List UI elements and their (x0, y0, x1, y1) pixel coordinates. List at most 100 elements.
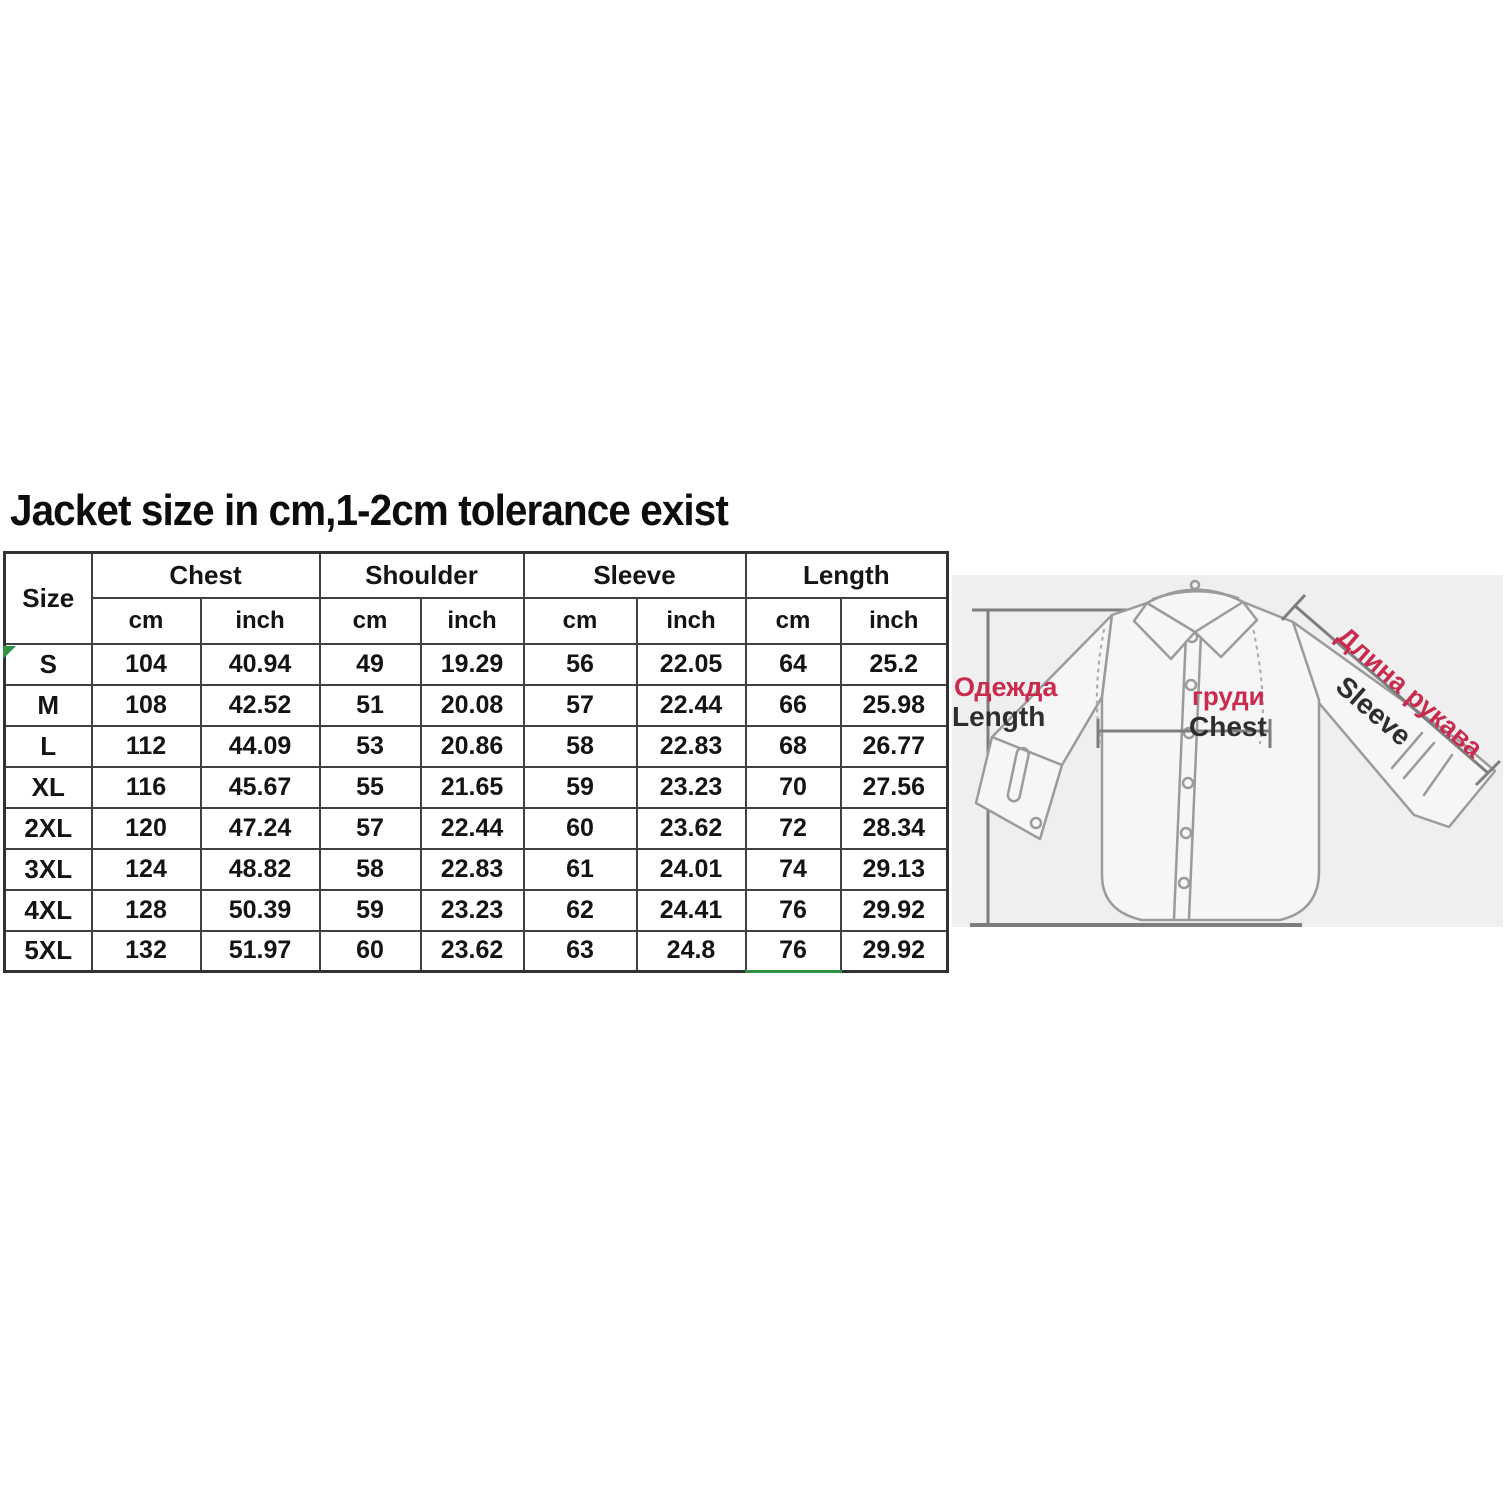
chest-label-en: Chest (1189, 711, 1267, 742)
value-cell: 74 (744, 847, 842, 891)
value-cell: 132 (90, 929, 202, 973)
size-cell: 3XL (3, 847, 93, 891)
table-row: 2XL 120 47.24 57 22.44 60 23.62 72 28.34 (3, 806, 949, 850)
right-cuff-seam-inner (1402, 741, 1436, 780)
value-cell: 48.82 (199, 847, 321, 891)
value-cell: 26.77 (839, 724, 949, 768)
value-cell: 19.29 (419, 642, 525, 686)
value-cell: 44.09 (199, 724, 321, 768)
size-cell: L (3, 724, 93, 768)
shirt-button (1179, 826, 1193, 840)
value-cell: 22.44 (635, 683, 747, 727)
value-cell: 61 (522, 847, 638, 891)
unit-header: cm (90, 596, 202, 645)
size-table: Size Chest Shoulder Sleeve Length cm inch cm i… (3, 551, 950, 973)
value-cell: 23.62 (635, 806, 747, 850)
value-cell: 68 (744, 724, 842, 768)
value-cell: 24.01 (635, 847, 747, 891)
size-cell: 5XL (3, 929, 93, 973)
value-cell: 58 (318, 847, 422, 891)
sleeve-measure-line (1280, 593, 1502, 787)
value-cell: 70 (744, 765, 842, 809)
value-cell: 50.39 (199, 888, 321, 932)
value-cell: 22.05 (635, 642, 747, 686)
value-cell: 66 (744, 683, 842, 727)
header-row-units: cm inch cm inch cm inch cm inch (5, 596, 949, 645)
value-cell: 108 (90, 683, 202, 727)
value-cell: 40.94 (199, 642, 321, 686)
right-cuff-detail (1422, 753, 1454, 797)
value-cell: 53 (318, 724, 422, 768)
value-cell: 29.92 (839, 888, 949, 932)
value-cell: 72 (744, 806, 842, 850)
shirt-button (1177, 876, 1191, 890)
unit-header: inch (419, 596, 525, 645)
value-cell: 76 (744, 929, 842, 973)
excel-error-marker (3, 646, 16, 659)
value-cell: 22.83 (419, 847, 525, 891)
shirt-button (1182, 726, 1196, 740)
value-cell: 124 (90, 847, 202, 891)
value-cell: 58 (522, 724, 638, 768)
table-row: L 112 44.09 53 20.86 58 22.83 68 26.77 (3, 724, 949, 768)
left-cuff-button (1029, 816, 1043, 830)
header-row-groups: Size Chest Shoulder Sleeve Length (3, 551, 949, 645)
value-cell: 112 (90, 724, 202, 768)
value-cell: 60 (522, 806, 638, 850)
value-cell: 29.92 (839, 929, 949, 973)
table-row: 4XL 128 50.39 59 23.23 62 24.41 76 29.92 (3, 888, 949, 932)
unit-header: cm (318, 596, 422, 645)
value-cell: 57 (318, 806, 422, 850)
value-cell: 47.24 (199, 806, 321, 850)
length-label-en: Length (952, 701, 1045, 732)
value-cell: 51.97 (199, 929, 321, 973)
column-group-header-chest: Chest (90, 551, 321, 599)
value-cell: 51 (318, 683, 422, 727)
value-cell: 55 (318, 765, 422, 809)
length-label-ru: Одежда (954, 672, 1058, 702)
value-cell: 128 (90, 888, 202, 932)
shirt-button (1181, 776, 1195, 790)
value-cell: 29.13 (839, 847, 949, 891)
value-cell: 116 (90, 765, 202, 809)
right-armhole-seam (1250, 621, 1264, 745)
shirt-button (1184, 678, 1198, 692)
left-cuff-slit (1006, 746, 1030, 803)
collar-button (1189, 579, 1201, 591)
table-row: XL 116 45.67 55 21.65 59 23.23 70 27.56 (3, 765, 949, 809)
shirt-measurement-diagram: Одежда Length груди Chest Длина рукава S… (952, 575, 1503, 927)
value-cell: 23.23 (419, 888, 525, 932)
value-cell: 23.62 (419, 929, 525, 973)
value-cell: 63 (522, 929, 638, 973)
left-armhole-seam (1095, 628, 1106, 749)
value-cell: 23.23 (635, 765, 747, 809)
unit-header: inch (635, 596, 747, 645)
size-cell: S (3, 642, 93, 686)
value-cell: 25.98 (839, 683, 949, 727)
value-cell: 45.67 (199, 765, 321, 809)
value-cell: 20.86 (419, 724, 525, 768)
table-row: M 108 42.52 51 20.08 57 22.44 66 25.98 (3, 683, 949, 727)
collar (1132, 579, 1259, 661)
value-cell: 25.2 (839, 642, 949, 686)
value-cell: 27.56 (839, 765, 949, 809)
value-cell: 64 (744, 642, 842, 686)
value-cell: 22.83 (635, 724, 747, 768)
chest-measure-line (1096, 719, 1272, 748)
value-cell: 60 (318, 929, 422, 973)
value-cell: 22.44 (419, 806, 525, 850)
value-cell: 104 (90, 642, 202, 686)
size-cell: 2XL (3, 806, 93, 850)
size-column-header: Size (3, 551, 93, 645)
value-cell: 21.65 (419, 765, 525, 809)
unit-header: cm (744, 596, 842, 645)
value-cell: 42.52 (199, 683, 321, 727)
value-cell: 56 (522, 642, 638, 686)
value-cell: 24.8 (635, 929, 747, 973)
value-cell: 20.08 (419, 683, 525, 727)
value-cell: 62 (522, 888, 638, 932)
right-cuff-seam (1390, 731, 1424, 770)
unit-header: inch (839, 596, 949, 645)
value-cell: 28.34 (839, 806, 949, 850)
